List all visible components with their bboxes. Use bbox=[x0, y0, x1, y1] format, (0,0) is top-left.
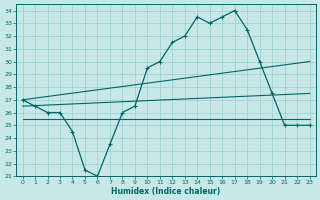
X-axis label: Humidex (Indice chaleur): Humidex (Indice chaleur) bbox=[111, 187, 221, 196]
